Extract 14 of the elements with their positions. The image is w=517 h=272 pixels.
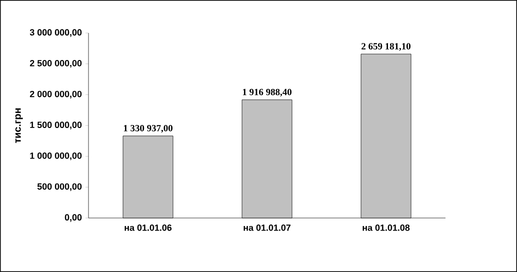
y-axis-title: тис.грн — [15, 108, 23, 143]
x-tick-label: на 01.01.07 — [244, 224, 290, 231]
data-label: 2 659 181,10 — [362, 43, 410, 51]
y-tick-label: 1 000 000,00 — [30, 152, 82, 160]
y-tick-label: 500 000,00 — [37, 183, 82, 191]
data-label: 1 916 988,40 — [242, 88, 292, 97]
y-tick-label: 1 500 000,00 — [30, 122, 82, 130]
x-tick-label: на 01.01.08 — [362, 224, 410, 231]
y-tick-label: 3 000 000,00 — [30, 29, 82, 37]
y-tick-label: 2 500 000,00 — [30, 60, 82, 68]
y-tick-label: 2 000 000,00 — [30, 90, 82, 98]
data-label: 1 330 937,00 — [124, 124, 172, 133]
y-tick-label: 0,00 — [64, 214, 82, 222]
x-tick-label: на 01.01.06 — [124, 224, 172, 231]
